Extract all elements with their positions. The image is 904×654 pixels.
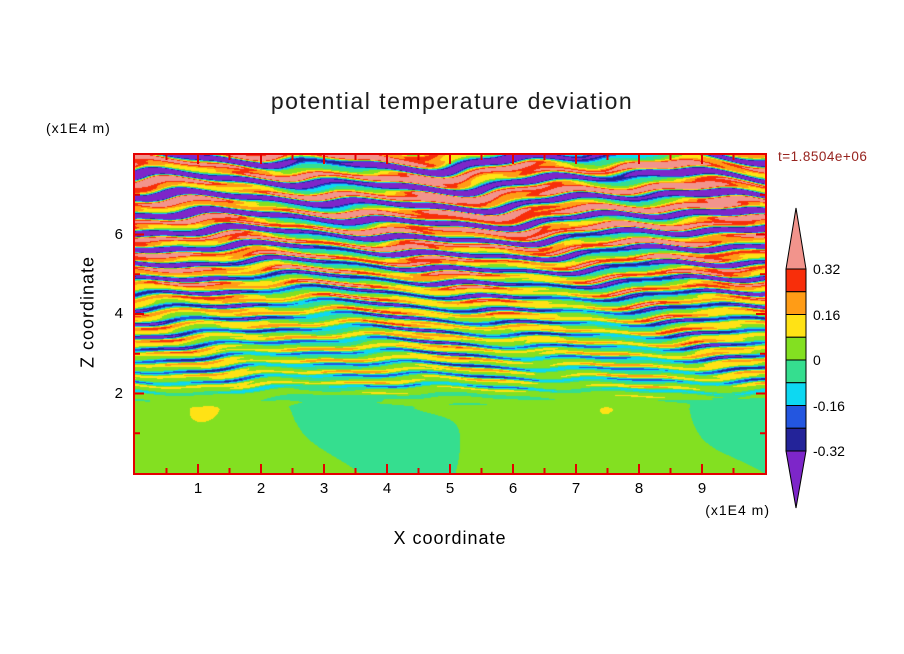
x-tick-label: 7: [571, 480, 581, 497]
colorbar-tick-label: -0.16: [813, 397, 845, 414]
time-annotation: t=1.8504e+06: [778, 149, 868, 164]
colorbar-tick-label: 0.32: [813, 261, 841, 277]
y-tick-label: 2: [114, 384, 123, 402]
x-tick-label: 8: [634, 480, 644, 497]
plot-frame: [133, 153, 767, 475]
plot-title: potential temperature deviation: [270, 88, 634, 114]
field-canvas: [135, 155, 765, 473]
colorbar-tick-label: 0: [813, 352, 821, 368]
colorbar: [785, 207, 807, 509]
y-tick-label: 4: [114, 305, 123, 322]
x-tick-label: 6: [508, 480, 518, 497]
x-axis-unit-label: (x1E4 m): [705, 502, 770, 518]
colorbar-tick-label: 0.16: [813, 306, 841, 323]
x-tick-label: 9: [697, 480, 707, 497]
y-tick-label: 6: [114, 225, 123, 243]
x-tick-label: 3: [319, 480, 329, 497]
x-axis-title: X coordinate: [393, 528, 507, 548]
x-tick-label: 1: [193, 480, 203, 497]
x-tick-label: 4: [382, 480, 392, 497]
x-tick-label: 2: [256, 480, 266, 497]
colorbar-tick-label: -0.32: [813, 443, 845, 459]
x-tick-label: 5: [445, 480, 455, 497]
y-axis-unit-label: (x1E4 m): [46, 120, 111, 136]
